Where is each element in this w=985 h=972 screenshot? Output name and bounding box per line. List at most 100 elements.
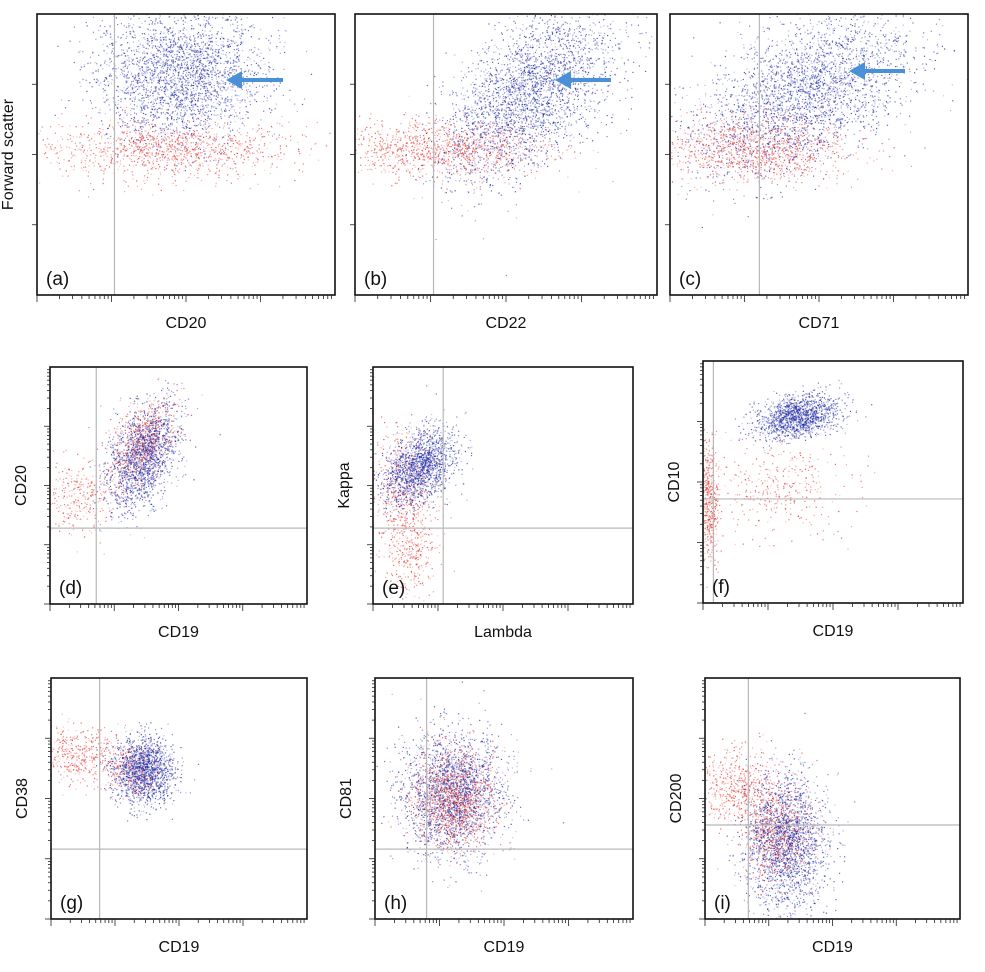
event-dot <box>467 137 470 139</box>
event-dot <box>474 158 476 160</box>
event-dot <box>416 136 419 138</box>
event-dot <box>234 19 236 21</box>
event-dot <box>191 114 193 116</box>
event-dot <box>238 59 240 61</box>
event-dot <box>177 108 179 110</box>
event-dot <box>176 158 178 160</box>
event-dot <box>163 79 165 81</box>
event-dot <box>391 185 393 187</box>
event-dot <box>493 147 495 149</box>
event-dot <box>80 133 82 135</box>
event-dot <box>194 76 196 78</box>
event-dot <box>223 102 225 104</box>
event-dot <box>183 127 185 130</box>
event-dot <box>157 112 159 114</box>
event-dot <box>61 113 63 115</box>
event-dot <box>202 113 204 115</box>
event-dot <box>160 70 162 72</box>
event-dot <box>132 150 134 152</box>
event-dot <box>158 145 160 147</box>
event-dot <box>139 59 141 61</box>
event-dot <box>544 70 547 72</box>
event-dot <box>461 168 463 170</box>
event-dot <box>550 155 552 157</box>
event-dot <box>457 152 459 154</box>
event-dot <box>214 146 217 148</box>
event-dot <box>448 160 450 162</box>
event-dot <box>204 26 206 28</box>
event-dot <box>193 50 195 52</box>
event-dot <box>160 46 162 48</box>
event-dot <box>153 137 155 139</box>
event-dot <box>578 191 580 193</box>
event-dot <box>401 155 403 157</box>
event-dot <box>211 45 213 47</box>
event-dot <box>518 133 520 135</box>
event-dot <box>246 111 248 113</box>
event-dot <box>363 136 365 138</box>
event-dot <box>198 51 200 53</box>
event-dot <box>421 149 423 151</box>
event-dot <box>149 72 152 74</box>
event-dot <box>135 49 137 51</box>
event-dot <box>174 68 177 70</box>
event-dot <box>161 70 163 72</box>
event-dot <box>206 156 208 159</box>
event-dot <box>128 139 130 141</box>
event-dot <box>475 139 477 141</box>
event-dot <box>210 37 212 40</box>
event-dot <box>145 96 147 98</box>
event-dot <box>207 116 209 118</box>
event-dot <box>180 55 182 57</box>
event-dot <box>520 136 522 139</box>
event-dot <box>140 111 142 113</box>
event-dot <box>423 154 425 156</box>
event-dot <box>220 116 222 118</box>
event-dot <box>390 144 392 146</box>
event-dot <box>453 164 455 166</box>
event-dot <box>506 104 508 106</box>
event-dot <box>125 181 127 183</box>
event-dot <box>180 98 182 100</box>
event-dot <box>494 143 496 145</box>
event-dot <box>62 138 64 140</box>
event-dot <box>103 32 105 34</box>
event-dot <box>137 161 139 163</box>
event-dot <box>190 39 192 41</box>
event-dot <box>236 98 238 100</box>
event-dot <box>176 103 178 105</box>
event-dot <box>137 119 139 121</box>
event-dot <box>71 151 73 153</box>
event-dot <box>507 136 509 138</box>
event-dot <box>221 90 223 92</box>
event-dot <box>82 78 84 80</box>
event-dot <box>160 62 162 64</box>
event-dot <box>386 147 388 149</box>
event-dot <box>230 19 232 21</box>
event-dot <box>386 137 388 139</box>
event-dot <box>206 88 208 90</box>
event-dot <box>217 94 220 96</box>
event-dot <box>169 78 171 80</box>
event-dot <box>214 124 216 126</box>
event-dot <box>401 150 403 152</box>
event-dot <box>248 151 250 153</box>
event-dot <box>562 152 564 154</box>
event-dot <box>189 53 191 55</box>
event-dot <box>548 141 550 143</box>
event-dot <box>142 138 144 140</box>
event-dot <box>139 43 141 45</box>
event-dot <box>450 165 452 167</box>
event-dot <box>163 72 165 74</box>
event-dot <box>92 31 95 33</box>
event-dot <box>164 132 166 134</box>
event-dot <box>215 60 217 62</box>
event-dot <box>147 48 149 50</box>
event-dot <box>213 152 215 154</box>
event-dot <box>190 101 193 103</box>
event-dot <box>93 188 95 191</box>
event-dot <box>167 46 169 49</box>
event-dot <box>399 147 401 149</box>
event-dot <box>129 92 131 94</box>
event-dot <box>430 156 432 158</box>
